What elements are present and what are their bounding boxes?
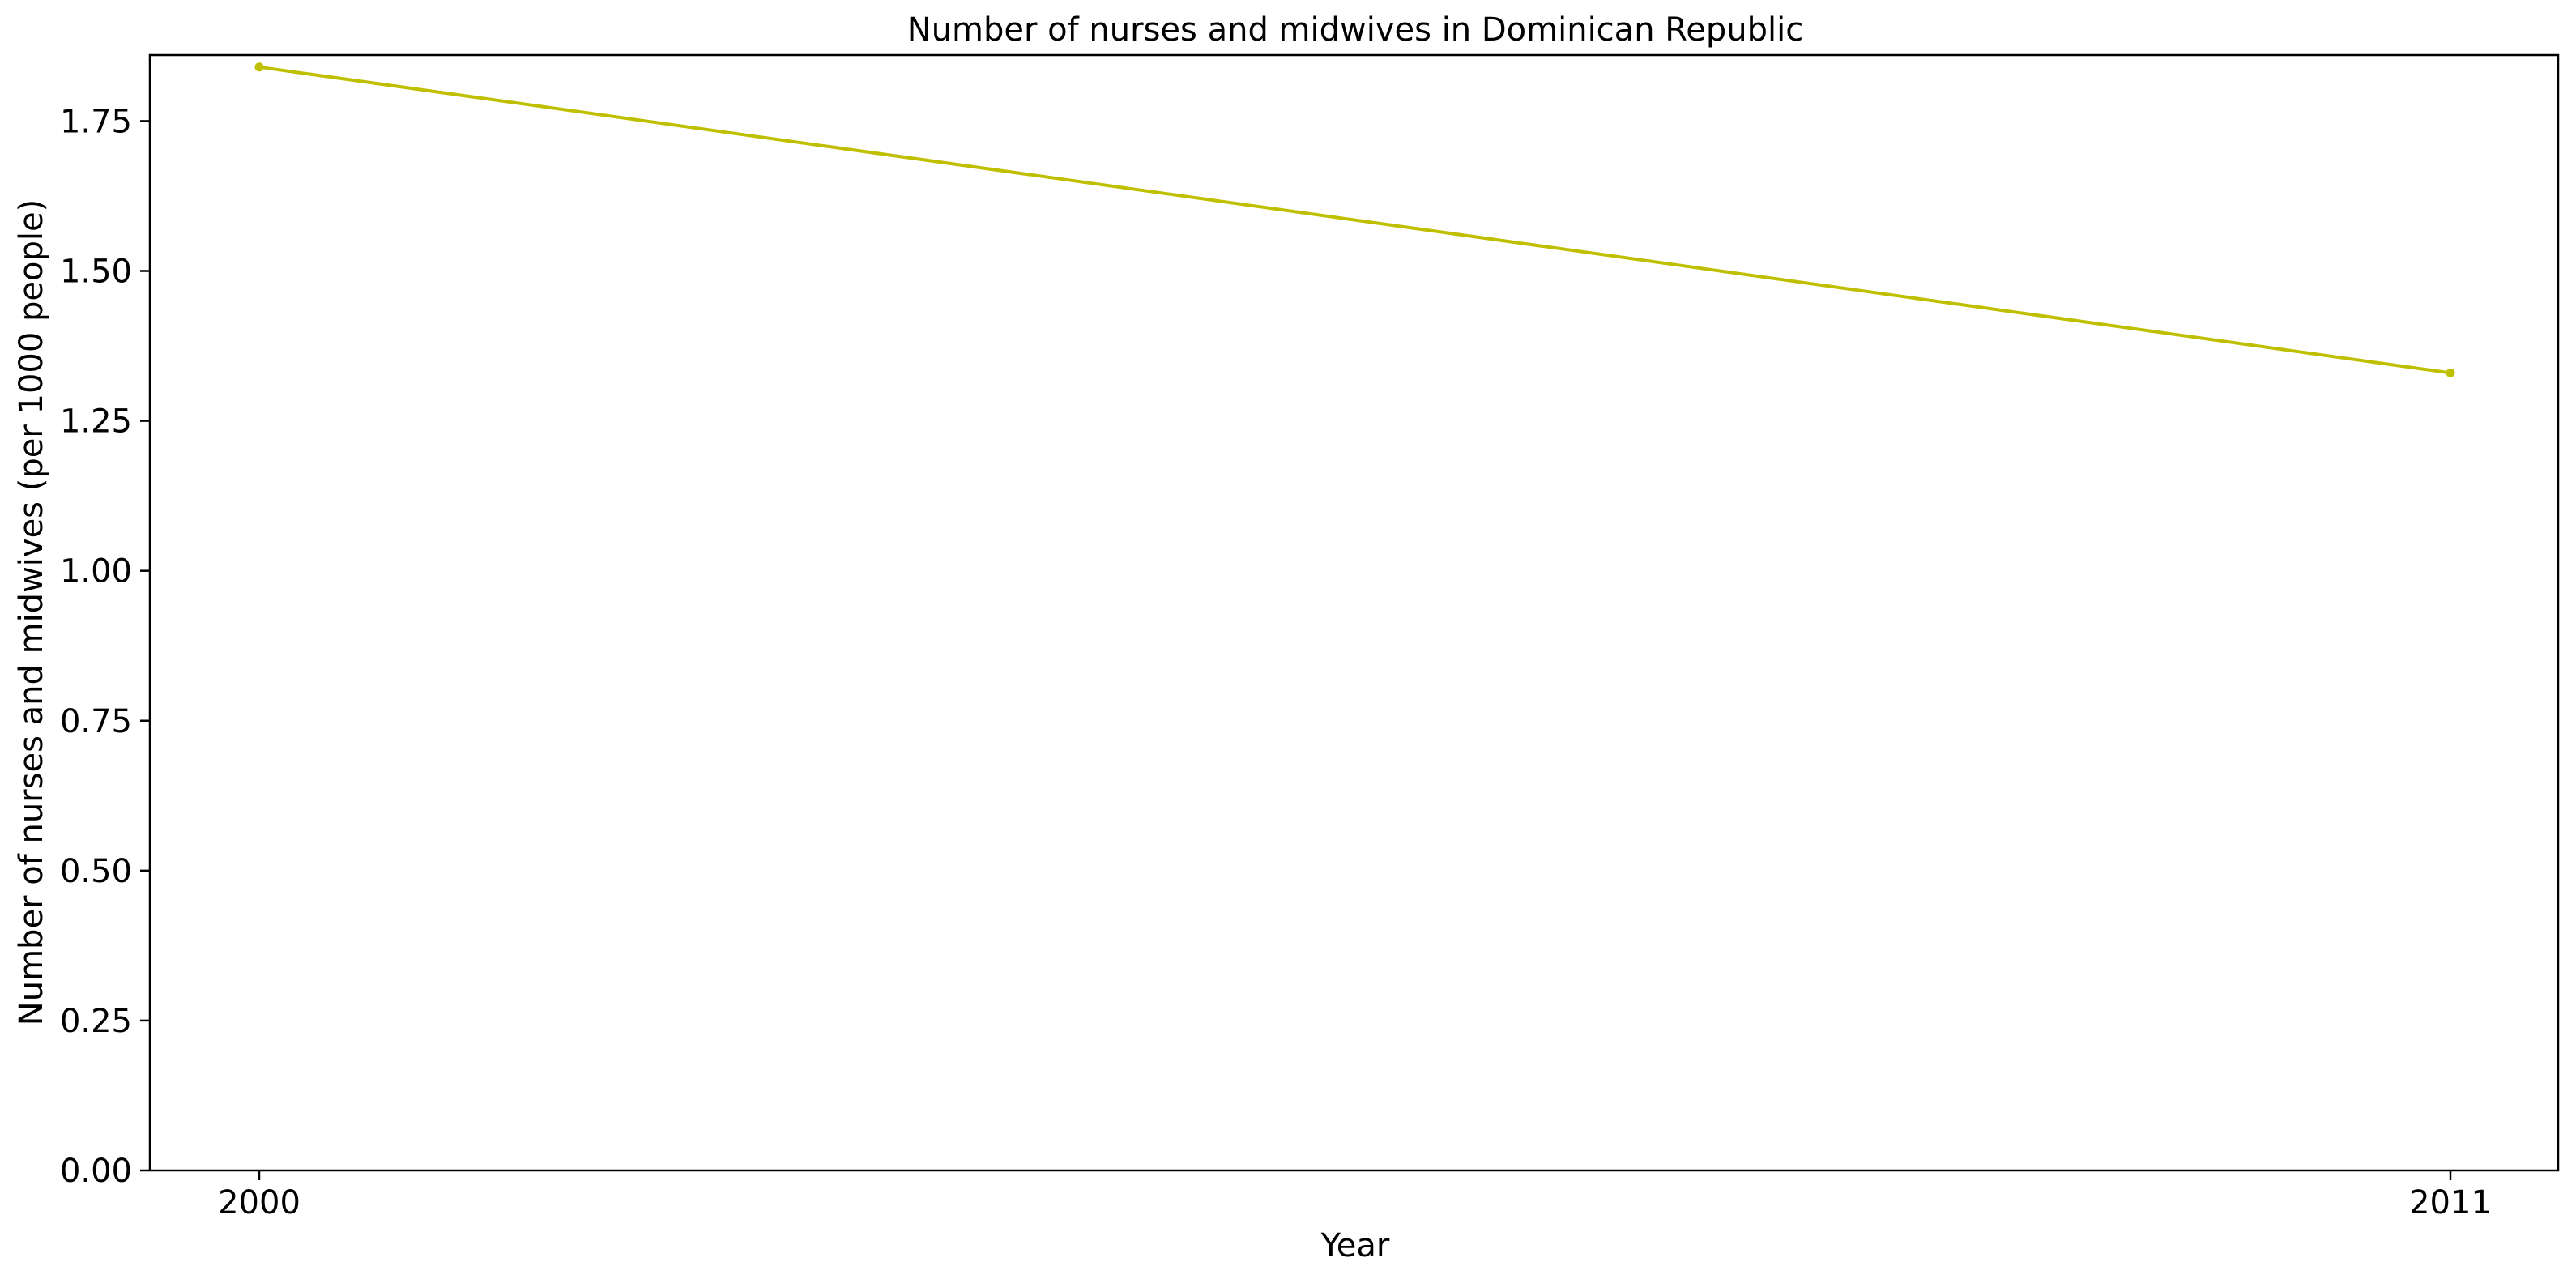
series-line [258, 65, 2451, 375]
x-tick-label: 2000 [218, 1184, 301, 1221]
y-tick-label: 0.75 [60, 703, 132, 740]
y-axis-label: Number of nurses and midwives (per 1000 … [13, 199, 50, 1025]
y-tick-label: 1.50 [60, 254, 132, 291]
y-tick-label: 1.00 [60, 553, 132, 590]
y-tick-label: 1.75 [60, 103, 132, 140]
data-point [254, 62, 264, 72]
y-axis: 0.00 0.25 0.50 0.75 1.00 1.25 1.50 1.75 [60, 103, 150, 1190]
y-tick-label: 0.50 [60, 853, 132, 890]
y-tick-label: 0.00 [60, 1153, 132, 1190]
x-axis-label: Year [1320, 1227, 1390, 1264]
x-tick-label: 2011 [2409, 1184, 2492, 1221]
y-tick-label: 1.25 [60, 403, 132, 441]
plot-area [148, 53, 2560, 1172]
data-point [2446, 368, 2455, 377]
x-axis: 2000 2011 [218, 1170, 2492, 1221]
y-tick-label: 0.25 [60, 1003, 132, 1040]
chart-title: Number of nurses and midwives in Dominic… [907, 11, 1803, 49]
series-layer [254, 62, 2455, 377]
